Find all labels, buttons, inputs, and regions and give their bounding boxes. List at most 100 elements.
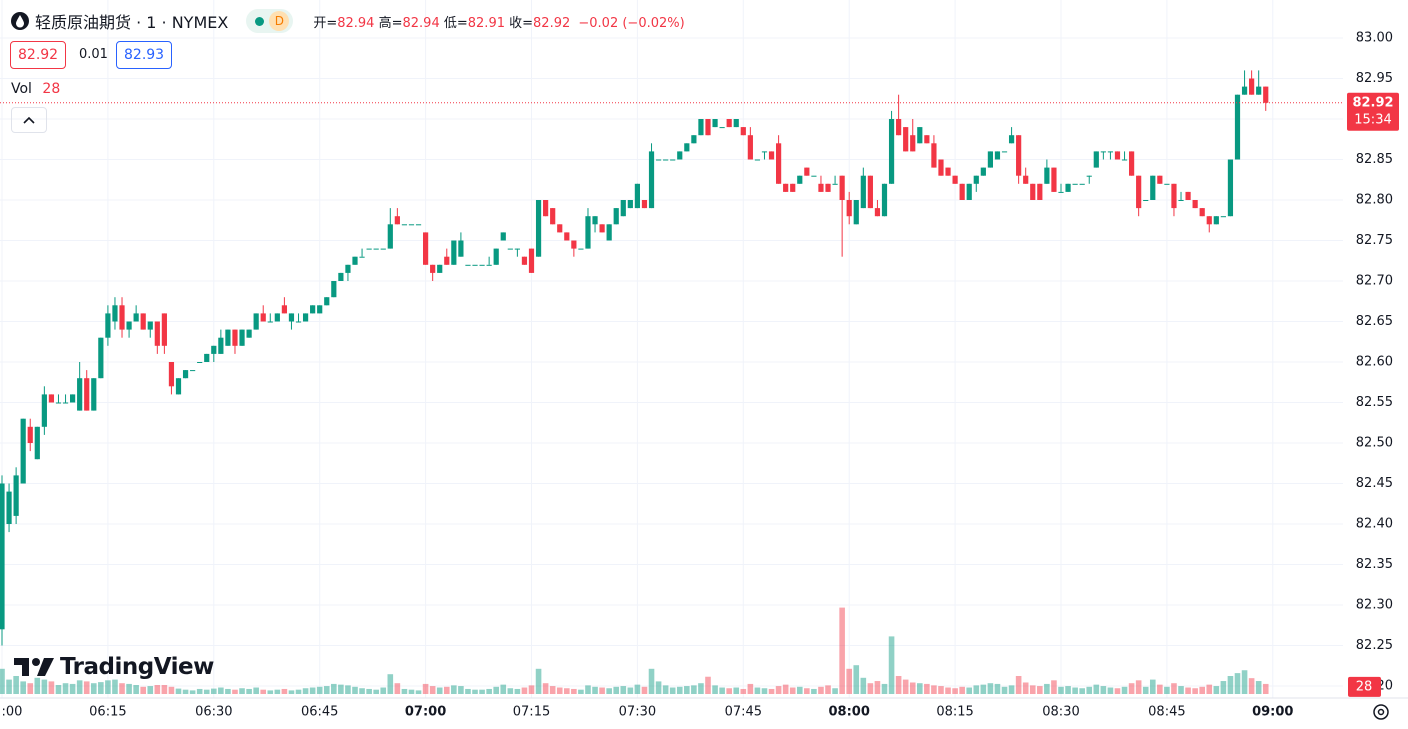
candle-body bbox=[288, 313, 295, 322]
candle-body bbox=[27, 426, 33, 443]
candle-body bbox=[451, 240, 457, 265]
candle-body bbox=[0, 483, 5, 630]
volume-bar bbox=[1227, 676, 1234, 694]
status-badges[interactable]: D bbox=[246, 9, 294, 33]
volume-bar bbox=[945, 687, 951, 694]
open-label: 开= bbox=[313, 15, 338, 31]
close-label: 收= bbox=[509, 15, 534, 31]
candle-body bbox=[161, 313, 167, 346]
candle-body bbox=[719, 127, 725, 129]
volume-bar bbox=[415, 690, 422, 694]
volume-bar bbox=[1149, 679, 1156, 694]
volume-bar bbox=[796, 686, 803, 694]
volume-bar bbox=[175, 688, 182, 694]
candle-body bbox=[1185, 191, 1191, 200]
candle-body bbox=[550, 208, 556, 225]
close-value: 82.92 bbox=[533, 15, 571, 31]
volume-bar bbox=[874, 681, 881, 694]
volume-bar bbox=[465, 688, 471, 694]
volume-bar bbox=[535, 668, 542, 694]
candle-body bbox=[874, 208, 881, 217]
candle-body bbox=[211, 345, 217, 354]
x-tick-label: 06:30 bbox=[195, 705, 232, 720]
volume-bar bbox=[211, 688, 217, 694]
candle-body bbox=[1157, 175, 1163, 184]
volume-bar bbox=[662, 685, 669, 694]
candle-body bbox=[811, 175, 817, 177]
volume-bar bbox=[1015, 676, 1022, 694]
volume-bar bbox=[429, 686, 436, 694]
ask-button[interactable]: 82.93 bbox=[116, 41, 173, 69]
candle-body bbox=[190, 370, 196, 372]
candle-body bbox=[641, 200, 648, 209]
candle-body bbox=[790, 183, 796, 192]
volume-bar bbox=[1086, 686, 1093, 694]
volume-bar bbox=[754, 687, 761, 694]
volume-bar bbox=[571, 688, 577, 694]
x-tick-label: 08:15 bbox=[936, 705, 973, 720]
collapse-button[interactable] bbox=[11, 107, 47, 133]
candle-body bbox=[945, 167, 951, 176]
volume-bar bbox=[846, 668, 852, 694]
volume-bar bbox=[556, 687, 563, 694]
candle-body bbox=[776, 143, 782, 184]
candle-body bbox=[500, 232, 506, 241]
x-tick-label: 07:15 bbox=[513, 705, 550, 720]
volume-bar bbox=[613, 686, 620, 694]
x-tick-label: :00 bbox=[2, 705, 23, 720]
legend-header: 轻质原油期货 · 1 · NYMEX D 开=82.94 高=82.94 低=8… bbox=[10, 9, 685, 33]
volume-bar bbox=[740, 688, 747, 694]
y-tick-label: 82.40 bbox=[1356, 517, 1393, 532]
candle-body bbox=[401, 224, 408, 226]
candle-body bbox=[1213, 216, 1219, 225]
x-tick-label: 07:45 bbox=[725, 705, 762, 720]
candle-body bbox=[479, 264, 485, 266]
change-value: −0.02 (−0.02%) bbox=[578, 15, 685, 31]
candle-body bbox=[415, 224, 422, 226]
volume-bar bbox=[295, 689, 302, 694]
candle-body bbox=[1263, 86, 1269, 103]
candle-body bbox=[175, 378, 182, 395]
volume-bar bbox=[1121, 686, 1128, 694]
volume-bar bbox=[338, 684, 344, 694]
volume-bar bbox=[274, 689, 281, 694]
y-tick-label: 82.70 bbox=[1356, 274, 1393, 289]
candle-body bbox=[77, 378, 83, 411]
volume-bar bbox=[994, 683, 1001, 694]
candle-body bbox=[458, 240, 464, 257]
volume-bar bbox=[1171, 683, 1177, 694]
x-tick-label: 08:30 bbox=[1042, 705, 1079, 720]
volume-bar bbox=[1093, 684, 1100, 694]
volume-bar bbox=[1248, 678, 1255, 694]
candle-body bbox=[1164, 183, 1170, 185]
candle-body bbox=[825, 183, 831, 192]
candle-body bbox=[1079, 183, 1085, 185]
candle-body bbox=[627, 200, 633, 209]
candle-body bbox=[754, 159, 761, 161]
settings-button[interactable] bbox=[1369, 700, 1393, 724]
candle-body bbox=[91, 378, 97, 411]
volume-bar bbox=[973, 685, 980, 694]
candle-body bbox=[1136, 175, 1142, 209]
volume-bar bbox=[592, 686, 598, 694]
symbol-title[interactable]: 轻质原油期货 · 1 · NYMEX bbox=[35, 13, 229, 32]
volume-bar bbox=[726, 688, 732, 694]
candle-body bbox=[910, 135, 916, 152]
volume-bar bbox=[13, 676, 19, 694]
volume-bar bbox=[1022, 682, 1029, 694]
logo-mark bbox=[14, 658, 54, 676]
volume-bar bbox=[902, 679, 909, 694]
candle-body bbox=[860, 175, 866, 209]
y-tick-label: 82.45 bbox=[1356, 476, 1393, 491]
candle-body bbox=[197, 362, 203, 363]
volume-bar bbox=[196, 688, 203, 694]
bid-button[interactable]: 82.92 bbox=[10, 41, 67, 69]
volume-bar bbox=[987, 683, 994, 694]
candle-body bbox=[959, 183, 965, 200]
candle-body bbox=[168, 362, 175, 387]
candle-body bbox=[55, 402, 62, 404]
tradingview-logo[interactable]: TradingView bbox=[14, 654, 214, 680]
y-tick-label: 82.75 bbox=[1356, 233, 1393, 248]
candle-body bbox=[140, 313, 146, 330]
